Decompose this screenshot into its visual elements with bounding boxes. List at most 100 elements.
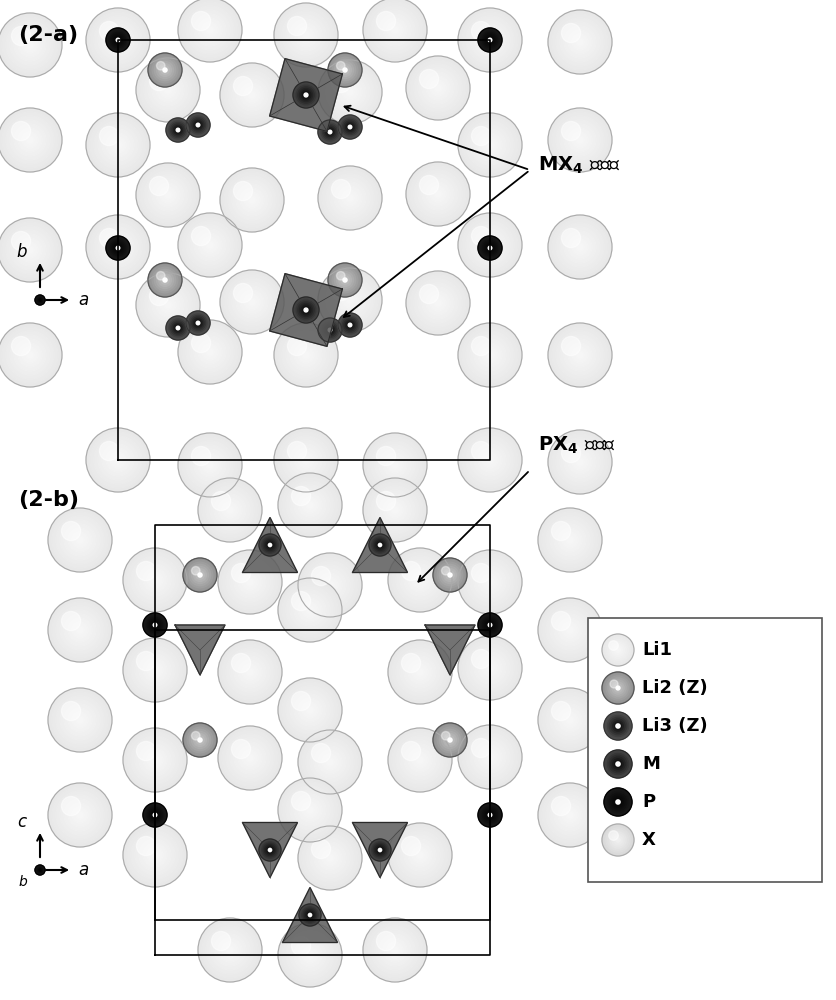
Circle shape <box>290 339 322 371</box>
Circle shape <box>135 650 175 690</box>
Circle shape <box>191 566 200 575</box>
Circle shape <box>140 277 196 333</box>
Circle shape <box>99 228 119 248</box>
Circle shape <box>339 116 360 137</box>
Circle shape <box>232 282 272 322</box>
Circle shape <box>552 701 571 721</box>
Circle shape <box>466 436 514 484</box>
Circle shape <box>98 20 138 60</box>
Circle shape <box>444 734 456 746</box>
Circle shape <box>302 351 310 359</box>
Circle shape <box>123 823 187 887</box>
Circle shape <box>322 170 378 226</box>
Circle shape <box>131 646 179 694</box>
Circle shape <box>182 437 238 493</box>
Circle shape <box>0 323 62 387</box>
Circle shape <box>566 536 574 544</box>
Circle shape <box>484 34 496 46</box>
Circle shape <box>35 865 45 875</box>
Circle shape <box>552 327 608 383</box>
Circle shape <box>18 343 42 367</box>
Circle shape <box>68 708 92 732</box>
Circle shape <box>248 91 256 99</box>
Circle shape <box>376 11 395 31</box>
Circle shape <box>482 240 497 255</box>
Circle shape <box>110 32 125 47</box>
Circle shape <box>392 732 448 788</box>
Circle shape <box>616 762 620 766</box>
Circle shape <box>542 692 598 748</box>
Circle shape <box>10 120 50 160</box>
Circle shape <box>327 327 333 333</box>
Circle shape <box>379 849 381 851</box>
Circle shape <box>612 682 624 694</box>
Circle shape <box>481 31 499 49</box>
Circle shape <box>222 942 238 958</box>
Circle shape <box>412 752 428 768</box>
Circle shape <box>214 934 246 966</box>
Circle shape <box>472 226 491 246</box>
Circle shape <box>233 283 252 303</box>
Circle shape <box>102 129 134 161</box>
Circle shape <box>470 440 510 480</box>
Circle shape <box>176 326 180 330</box>
Circle shape <box>458 550 522 614</box>
Circle shape <box>418 283 458 323</box>
Circle shape <box>150 71 169 91</box>
Circle shape <box>143 843 167 867</box>
Circle shape <box>462 12 518 68</box>
Circle shape <box>0 108 62 172</box>
Circle shape <box>472 441 491 461</box>
Circle shape <box>604 750 632 778</box>
Circle shape <box>191 333 211 353</box>
Circle shape <box>435 725 465 755</box>
Circle shape <box>446 571 454 579</box>
Circle shape <box>552 796 571 816</box>
Polygon shape <box>242 822 298 878</box>
Circle shape <box>22 37 38 53</box>
Circle shape <box>26 136 34 144</box>
Circle shape <box>576 38 584 46</box>
Circle shape <box>36 296 43 304</box>
Circle shape <box>293 297 319 323</box>
Circle shape <box>110 137 126 153</box>
Circle shape <box>278 432 334 488</box>
Circle shape <box>604 712 632 740</box>
Circle shape <box>486 141 494 149</box>
Circle shape <box>18 128 42 152</box>
Circle shape <box>568 235 592 259</box>
Circle shape <box>108 237 129 258</box>
Circle shape <box>294 794 326 826</box>
Circle shape <box>613 797 624 807</box>
Circle shape <box>190 445 230 485</box>
Circle shape <box>396 736 444 784</box>
Circle shape <box>90 219 146 275</box>
Circle shape <box>116 246 120 249</box>
Circle shape <box>72 532 88 548</box>
Circle shape <box>349 125 352 129</box>
Circle shape <box>210 490 250 530</box>
Circle shape <box>324 324 336 336</box>
Circle shape <box>152 267 178 293</box>
Circle shape <box>376 931 395 951</box>
Circle shape <box>564 231 596 263</box>
Circle shape <box>301 90 311 100</box>
Circle shape <box>608 716 629 736</box>
Circle shape <box>230 562 270 602</box>
Circle shape <box>278 7 334 63</box>
Circle shape <box>220 168 284 232</box>
Circle shape <box>552 434 608 490</box>
Circle shape <box>72 622 88 638</box>
Circle shape <box>486 753 494 761</box>
Circle shape <box>612 644 624 656</box>
Circle shape <box>343 318 358 332</box>
Circle shape <box>616 724 620 728</box>
Circle shape <box>375 540 385 550</box>
Circle shape <box>193 120 202 129</box>
Circle shape <box>12 26 31 46</box>
Circle shape <box>274 323 338 387</box>
Circle shape <box>143 658 167 682</box>
Circle shape <box>268 848 272 852</box>
Circle shape <box>486 35 495 44</box>
Circle shape <box>302 31 310 39</box>
